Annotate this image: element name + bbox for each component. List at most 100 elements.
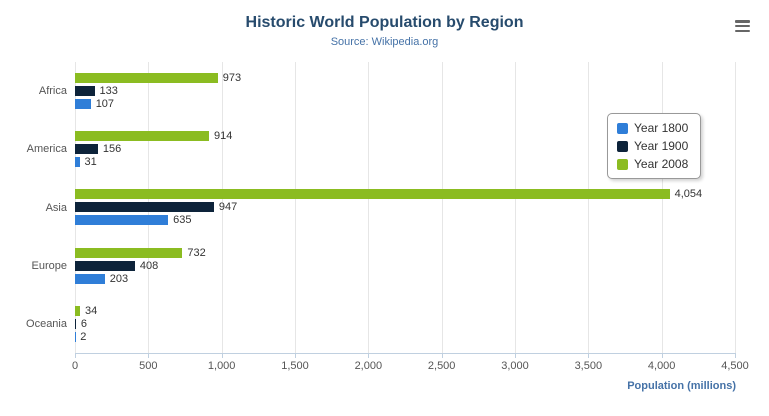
- bar-data-label: 156: [102, 143, 122, 156]
- category-label-europe: Europe: [31, 259, 67, 272]
- bar-group-oceania: 34 6 2: [75, 295, 735, 353]
- bar-group-africa: 973 133 107: [75, 62, 735, 120]
- bar-europe-year-1900[interactable]: [75, 260, 135, 271]
- bar-data-label: 203: [109, 272, 129, 285]
- bar-row: 34: [75, 304, 735, 317]
- bar-europe-year-2008[interactable]: [75, 247, 183, 258]
- x-axis-tick-label: 1,000: [207, 360, 236, 372]
- x-axis-tick: [148, 353, 150, 358]
- bar-group-europe: 732 408 203: [75, 237, 735, 295]
- bar-data-label: 4,054: [674, 188, 703, 201]
- x-axis-tick-label: 500: [139, 360, 158, 372]
- x-axis-tick-label: 4,500: [721, 360, 749, 372]
- bar-row: 203: [75, 272, 735, 285]
- bar-data-label: 635: [173, 214, 192, 227]
- bar-row: 732: [75, 246, 735, 259]
- legend-item-year-1900[interactable]: Year 1900: [617, 139, 688, 153]
- category-label-america: America: [26, 143, 67, 156]
- x-axis-line: [75, 353, 736, 354]
- bar-america-year-1900[interactable]: [75, 144, 98, 155]
- gridline: [735, 62, 736, 353]
- x-axis-tick: [515, 353, 516, 358]
- bar-data-label: 2: [80, 330, 87, 343]
- legend-label: Year 2008: [634, 157, 689, 171]
- bar-america-year-2008[interactable]: [75, 131, 210, 142]
- bar-data-label: 34: [84, 304, 98, 317]
- bar-row: 4,054: [75, 188, 735, 201]
- chart-title: Historic World Population by Region: [245, 14, 524, 31]
- category-label-africa: Africa: [38, 85, 67, 98]
- bar-row: 107: [75, 98, 735, 111]
- legend-swatch-icon: [617, 140, 628, 152]
- hamburger-menu-icon[interactable]: [733, 18, 753, 34]
- gridline: [588, 62, 590, 353]
- x-axis-tick: [661, 353, 663, 358]
- bar-oceania-year-1900[interactable]: [75, 318, 76, 329]
- legend-swatch-icon: [617, 158, 628, 170]
- bar-row: 635: [75, 214, 735, 227]
- bar-data-label: 107: [95, 98, 115, 111]
- gridline: [441, 62, 443, 353]
- bar-row: 2: [75, 330, 735, 343]
- bar-africa-year-1800[interactable]: [75, 99, 91, 110]
- x-axis-tick: [295, 353, 296, 358]
- legend-item-year-1800[interactable]: Year 1800: [617, 121, 688, 135]
- gridline: [661, 62, 663, 353]
- bar-row: 6: [75, 317, 735, 330]
- bar-row: 973: [75, 72, 735, 85]
- bar-africa-year-1900[interactable]: [75, 86, 95, 97]
- bar-row: 31: [75, 156, 735, 169]
- gridline: [515, 62, 516, 353]
- category-label-asia: Asia: [45, 201, 67, 214]
- bar-oceania-year-2008[interactable]: [75, 305, 80, 316]
- x-axis-tick-label: 2,000: [354, 360, 383, 372]
- gridline: [368, 62, 370, 353]
- x-axis-tick: [735, 353, 736, 358]
- x-axis-tick: [221, 353, 223, 358]
- hamburger-bar: [735, 29, 750, 32]
- bar-group-asia: 4,054 947 635: [75, 178, 735, 236]
- bar-asia-year-1800[interactable]: [75, 215, 169, 226]
- bar-asia-year-1900[interactable]: [75, 202, 214, 213]
- legend-swatch-icon: [617, 122, 628, 134]
- hamburger-bar: [735, 20, 750, 23]
- bar-data-label: 914: [214, 130, 233, 143]
- bar-data-label: 133: [99, 85, 118, 98]
- x-axis-tick-label: 3,000: [501, 360, 529, 372]
- gridline: [295, 62, 296, 353]
- bar-data-label: 31: [84, 156, 97, 169]
- bar-america-year-1800[interactable]: [75, 157, 80, 168]
- chart-subtitle: Source: Wikipedia.org: [330, 36, 439, 48]
- x-axis-tick-label: 4,000: [647, 360, 676, 372]
- x-axis-tick-label: 3,500: [574, 360, 603, 372]
- x-axis-title: Population (millions): [627, 380, 736, 392]
- bar-europe-year-1800[interactable]: [75, 273, 105, 284]
- bar-row: 947: [75, 201, 735, 214]
- bar-data-label: 408: [139, 259, 159, 272]
- hamburger-bar: [735, 24, 750, 28]
- x-axis-tick: [368, 353, 370, 358]
- plot-area: 973 133 107 914 156 31 4,054 947 635 732 408 203 34 6…: [75, 62, 736, 353]
- bar-group-america: 914 156 31: [75, 120, 735, 178]
- x-axis-tick-label: 2,500: [427, 360, 456, 372]
- legend-label: Year 1800: [634, 121, 689, 135]
- bar-data-label: 973: [222, 72, 242, 85]
- bar-row: 156: [75, 143, 735, 156]
- bar-data-label: 732: [187, 246, 206, 259]
- legend-item-year-2008[interactable]: Year 2008: [617, 157, 688, 171]
- bar-row: 914: [75, 130, 735, 143]
- legend-label: Year 1900: [634, 139, 689, 153]
- x-axis-tick: [441, 353, 443, 358]
- bar-africa-year-2008[interactable]: [75, 73, 218, 84]
- bar-data-label: 6: [80, 317, 87, 330]
- x-axis-tick: [588, 353, 590, 358]
- bar-row: 133: [75, 85, 735, 98]
- x-axis-tick: [75, 353, 76, 358]
- x-axis-tick-label: 0: [71, 360, 79, 372]
- legend: Year 1800 Year 1900 Year 2008: [607, 113, 702, 179]
- bar-row: 408: [75, 259, 735, 272]
- bar-data-label: 947: [218, 201, 238, 214]
- category-label-oceania: Oceania: [26, 317, 67, 330]
- bar-asia-year-2008[interactable]: [75, 189, 670, 200]
